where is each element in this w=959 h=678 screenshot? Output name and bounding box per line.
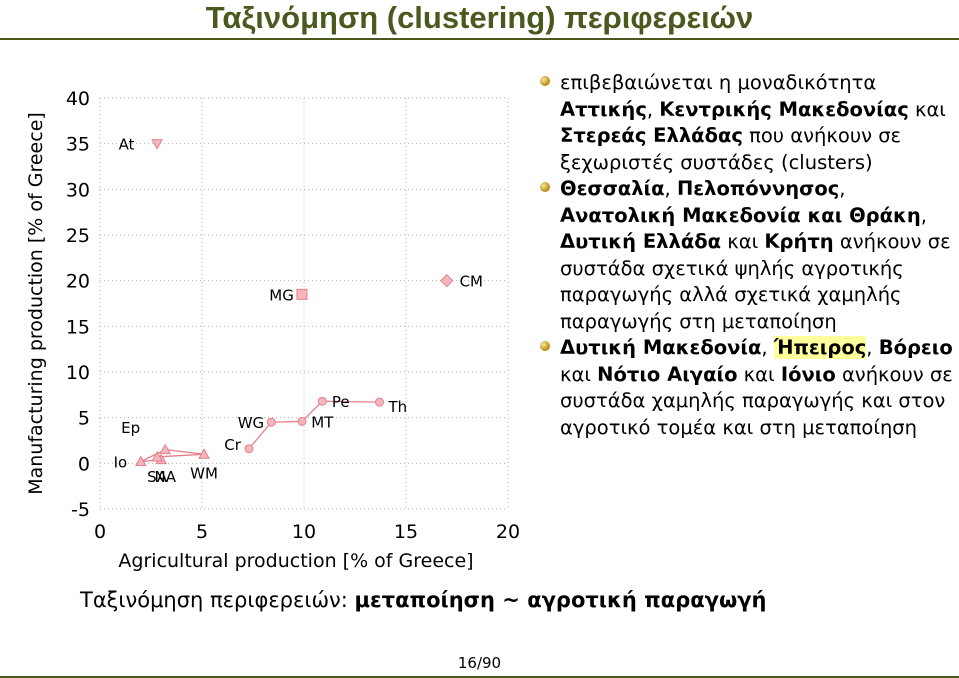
bullet-item: Δυτική Μακεδονία, Ήπειρος, Βόρειο και Νό… [540, 335, 955, 441]
bullet-item: επιβεβαιώνεται η μοναδικότητα Αττικής, Κ… [540, 70, 955, 176]
data-point-label: Cr [224, 436, 241, 454]
x-tick-label: 0 [94, 521, 106, 543]
data-point-label: MT [311, 413, 334, 431]
bullet-text: Στερεάς Ελλάδας [560, 124, 743, 147]
x-tick-label: 20 [496, 521, 520, 543]
y-tick-label: 0 [78, 453, 90, 475]
cluster-line [271, 420, 302, 423]
bullet-text: επιβεβαιώνεται η μοναδικότητα [560, 71, 877, 94]
bullet-text: που ανήκουν σε ξεχωριστές συστάδες (clus… [560, 124, 902, 174]
y-tick-label: 15 [66, 316, 90, 338]
data-point-marker [297, 416, 307, 426]
y-tick-label: 10 [66, 362, 90, 384]
title-divider [0, 38, 959, 40]
x-axis-label: Agricultural production [% of Greece] [118, 550, 473, 572]
y-tick-label: 20 [66, 271, 90, 293]
data-point-marker [198, 448, 210, 459]
data-point-label: WG [238, 414, 264, 432]
bullet-text: Κεντρικής Μακεδονίας [659, 97, 909, 121]
bullet-icon [540, 182, 550, 192]
bullet-item: Θεσσαλία, Πελοπόννησος, Ανατολική Μακεδο… [540, 176, 955, 335]
bullet-text: Δυτική Μακεδονία [560, 336, 762, 359]
bullet-text: και [737, 362, 781, 386]
page-number: 16/90 [457, 654, 502, 672]
bullet-icon [540, 76, 550, 86]
bullet-text: Ιόνιο [780, 362, 836, 386]
data-point-marker [374, 397, 384, 407]
bullet-text: Κρήτη [764, 230, 834, 253]
data-point-marker [151, 450, 163, 462]
bullet-text: και [560, 362, 598, 386]
y-axis-label: Manufacturing production [% of Greece] [25, 112, 47, 495]
bullet-text: , [646, 97, 660, 121]
caption-prefix: Ταξινόμηση περιφερειών: [80, 588, 355, 612]
cluster-line [157, 453, 205, 458]
data-point-marker [296, 288, 308, 300]
data-point-marker [151, 139, 163, 150]
bullet-text: , [664, 177, 677, 200]
y-tick-label: 25 [66, 225, 90, 247]
bullet-text: Θεσσαλία [560, 177, 665, 200]
x-tick-label: 5 [196, 521, 208, 543]
y-tick-label: 40 [66, 88, 90, 110]
data-point-label: NA [155, 468, 177, 486]
data-point-label: MG [269, 286, 294, 304]
data-point-label: CM [460, 273, 483, 291]
bullet-text: ανήκουν σε συστάδα χαμηλής παραγωγής και… [560, 362, 953, 439]
data-point-label: SA [147, 468, 168, 486]
bullet-text: Ανατολική Μακεδονία και Θράκη [560, 203, 921, 227]
cluster-line [322, 400, 380, 403]
y-tick-label: 30 [66, 179, 90, 201]
bullet-text: Αττικής [560, 97, 647, 121]
data-point-label: At [119, 136, 135, 154]
bullet-text: , [839, 177, 846, 200]
bullet-list: επιβεβαιώνεται η μοναδικότητα Αττικής, Κ… [540, 70, 955, 441]
data-point-label: WM [190, 464, 218, 482]
slide-title: Ταξινόμηση (clustering) περιφερειών [205, 0, 754, 35]
cluster-line [301, 400, 323, 422]
caption-bold: μεταποίηση ~ αγροτική παραγωγή [354, 588, 767, 612]
data-point-marker [440, 273, 454, 288]
data-point-label: Ep [121, 419, 140, 437]
cluster-line [248, 421, 272, 450]
y-tick-label: -5 [71, 499, 90, 521]
y-tick-label: 35 [66, 134, 90, 156]
slide-caption: Ταξινόμηση περιφερειών: μεταποίηση ~ αγρ… [80, 588, 766, 612]
bullet-icon [540, 341, 550, 351]
data-point-label: Pe [332, 393, 350, 411]
bullet-text: , [866, 336, 879, 359]
data-point-marker [159, 443, 172, 455]
bullet-text: , [920, 203, 927, 227]
bullet-text: και [908, 97, 946, 121]
x-tick-label: 15 [394, 521, 418, 543]
x-tick-label: 10 [292, 521, 316, 543]
bullet-text: Βόρειο [878, 336, 953, 359]
bullet-text: Πελοπόννησος [676, 177, 840, 200]
data-point-marker [317, 396, 327, 406]
bullet-text: , [761, 336, 774, 359]
bullet-text: ανήκουν σε συστάδα σχετικά ψηλής αγροτικ… [560, 230, 951, 333]
cluster-line [165, 448, 205, 455]
bullet-text: Νότιο Αιγαίο [597, 362, 738, 386]
data-point-marker [266, 417, 276, 427]
data-point-marker [134, 455, 147, 467]
bullet-text: Ήπειρος [773, 336, 867, 359]
footer-divider [0, 676, 959, 678]
data-point-label: Th [388, 398, 408, 416]
bullet-text: και [721, 230, 765, 253]
data-point-label: Io [114, 454, 128, 472]
data-point-marker [244, 444, 254, 454]
bullet-text: Δυτική Ελλάδα [560, 230, 722, 253]
y-tick-label: 5 [78, 408, 90, 430]
